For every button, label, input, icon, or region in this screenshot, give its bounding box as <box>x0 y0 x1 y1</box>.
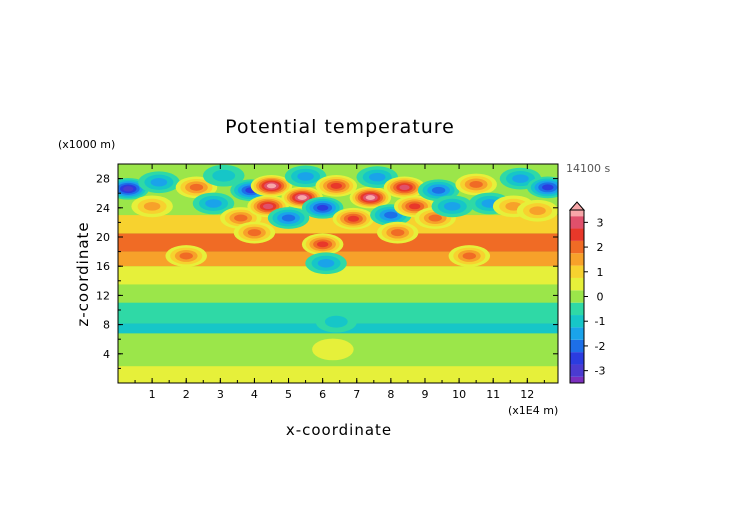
x-tick-label: 9 <box>421 388 428 401</box>
field-cell <box>266 183 277 189</box>
colorbar-segment <box>570 277 584 291</box>
x-tick-label: 11 <box>486 388 500 401</box>
colorbar: 3 2 1 0 -1 -2 -3 <box>568 201 606 384</box>
x-tick-label: 4 <box>251 388 258 401</box>
x-tick-label: 12 <box>520 388 534 401</box>
y-axis-ticks: 4 8 12 16 20 24 28 <box>96 173 558 369</box>
field-cell <box>512 174 529 183</box>
y-tick-label: 8 <box>103 319 110 332</box>
field-cell <box>408 203 421 210</box>
field-cell <box>297 172 314 181</box>
y-tick-label: 12 <box>96 289 110 302</box>
field-layer <box>118 266 558 285</box>
field-cell <box>123 186 134 192</box>
field-cell <box>324 315 348 328</box>
x-axis-label: x-coordinate <box>286 421 392 439</box>
y-tick-label: 4 <box>103 348 110 361</box>
field-cell <box>542 184 554 191</box>
field-cell <box>234 214 248 222</box>
y-axis-unit: (x1000 m) <box>58 138 115 151</box>
x-tick-label: 8 <box>387 388 394 401</box>
colorbar-segment <box>570 265 584 278</box>
colorbar-segment <box>570 216 584 229</box>
x-tick-label: 5 <box>285 388 292 401</box>
x-tick-label: 10 <box>452 388 466 401</box>
x-tick-label: 1 <box>149 388 156 401</box>
colorbar-tick-label: 3 <box>597 216 604 229</box>
x-tick-label: 3 <box>217 388 224 401</box>
field-cell <box>189 183 204 191</box>
field-cell <box>312 338 354 361</box>
field-cell <box>347 215 360 222</box>
colorbar-segment <box>570 302 584 316</box>
field-cell <box>179 252 193 260</box>
colorbar-segment <box>570 253 584 266</box>
x-tick-label: 6 <box>319 388 326 401</box>
field-cell <box>391 229 405 237</box>
x-tick-label: 7 <box>353 388 360 401</box>
field-cell <box>469 180 483 188</box>
colorbar-tick-label: 0 <box>597 291 604 304</box>
plot-frame <box>117 163 559 384</box>
colorbar-segment <box>570 240 584 254</box>
field-cell <box>205 199 222 208</box>
x-axis-ticks: 1 2 3 4 5 6 7 8 9 10 11 12 <box>134 164 545 401</box>
field-cell <box>297 195 307 200</box>
x-tick-label: 2 <box>183 388 190 401</box>
colorbar-tick-label: -2 <box>595 340 606 353</box>
y-tick-label: 20 <box>96 231 110 244</box>
field-cell <box>368 172 386 182</box>
colorbar-tick-label: 1 <box>597 266 604 279</box>
field-cell <box>150 177 168 187</box>
field-cell <box>365 195 376 200</box>
field-layer <box>118 366 558 383</box>
field-cell <box>143 202 161 211</box>
field-cell <box>247 229 262 237</box>
field-cell <box>330 182 343 189</box>
colorbar-segment <box>570 339 584 353</box>
heatmap-field <box>118 164 558 383</box>
chart-title: Potential temperature <box>225 116 455 138</box>
field-cell <box>428 214 442 222</box>
y-tick-label: 28 <box>96 173 110 186</box>
field-cell <box>316 241 329 248</box>
field-cell <box>262 203 274 209</box>
colorbar-tick-label: -1 <box>595 315 606 328</box>
colorbar-tick-label: 2 <box>597 241 604 254</box>
field-cell <box>281 214 296 222</box>
colorbar-segment <box>570 290 584 303</box>
colorbar-segment <box>570 210 584 217</box>
y-tick-label: 24 <box>96 202 110 215</box>
y-axis-label: z-coordinate <box>74 221 92 326</box>
colorbar-segment <box>570 376 584 383</box>
field-cell <box>444 202 461 211</box>
field-cell <box>317 258 335 268</box>
colorbar-segment <box>570 315 584 328</box>
field-cell <box>431 186 446 194</box>
colorbar-segment <box>570 327 584 340</box>
colorbar-segment <box>570 364 584 377</box>
colorbar-tick-label: -3 <box>595 365 606 378</box>
field-cell <box>399 184 410 191</box>
field-cell <box>462 252 477 260</box>
colorbar-overflow-arrow <box>568 201 586 211</box>
x-axis-unit: (x1E4 m) <box>508 404 558 417</box>
field-cell <box>384 211 398 219</box>
field-cell <box>529 206 546 216</box>
colorbar-segment <box>570 352 584 365</box>
time-label: 14100 s <box>566 162 610 175</box>
field-cell <box>212 169 236 182</box>
field-cell <box>316 204 329 211</box>
y-tick-label: 16 <box>96 260 110 273</box>
colorbar-segment <box>570 228 584 241</box>
